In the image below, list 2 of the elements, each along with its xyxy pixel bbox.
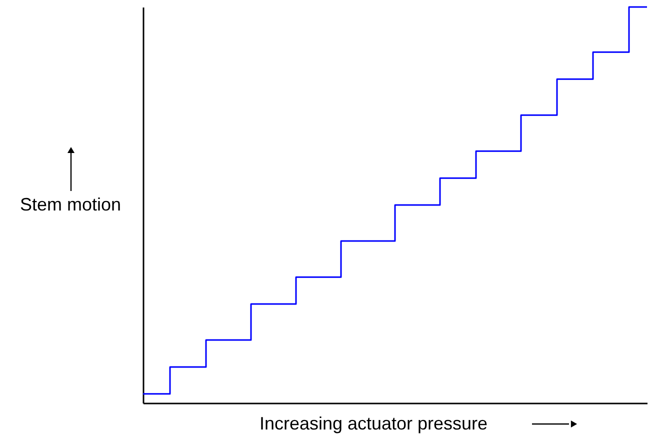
x-axis-title: Increasing actuator pressure: [259, 414, 488, 434]
y-axis-title: Stem motion: [20, 194, 122, 214]
